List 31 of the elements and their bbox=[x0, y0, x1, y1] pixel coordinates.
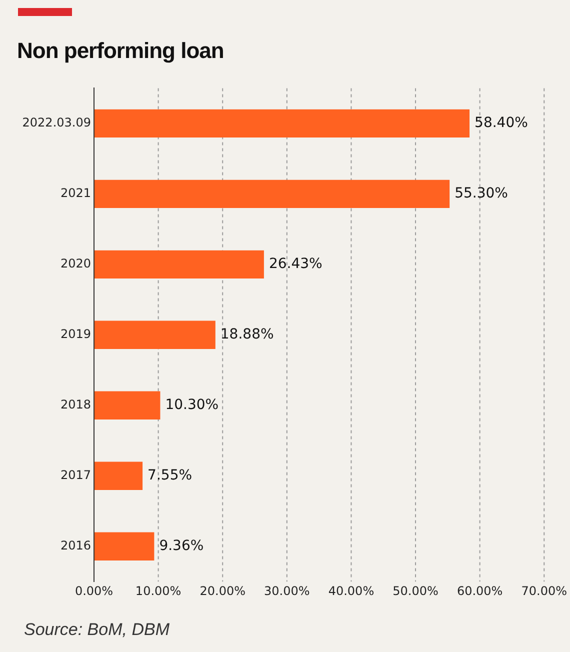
y-tick-label: 2020 bbox=[60, 256, 91, 271]
x-tick-label: 30.00% bbox=[264, 584, 310, 598]
data-label: 26.43% bbox=[268, 256, 322, 272]
bar bbox=[94, 462, 143, 490]
y-tick-label: 2016 bbox=[60, 538, 91, 552]
bar bbox=[94, 109, 470, 138]
x-tick-label: 10.00% bbox=[135, 584, 182, 598]
data-label: 10.30% bbox=[165, 397, 219, 414]
y-tick-label: 2021 bbox=[60, 186, 91, 200]
x-tick-label: 70.00% bbox=[521, 584, 568, 598]
x-tick-label: 40.00% bbox=[328, 584, 374, 598]
x-tick-label: 20.00% bbox=[200, 584, 246, 598]
y-tick-label: 2017 bbox=[60, 468, 91, 482]
bar bbox=[94, 180, 450, 208]
data-label: 58.40% bbox=[474, 115, 528, 132]
x-tick-label: 0.00% bbox=[74, 584, 114, 598]
data-label: 7.55% bbox=[148, 468, 192, 484]
bar bbox=[94, 250, 264, 279]
x-tick-label: 50.00% bbox=[392, 584, 438, 598]
x-tick-label: 60.00% bbox=[456, 584, 503, 598]
y-tick-label: 2018 bbox=[60, 398, 91, 412]
data-label: 55.30% bbox=[454, 186, 508, 202]
data-label: 9.36% bbox=[159, 538, 204, 554]
y-tick-label: 2019 bbox=[60, 327, 91, 342]
bar bbox=[94, 320, 216, 349]
data-label: 18.88% bbox=[220, 326, 274, 343]
source-note: Source: BoM, DBM bbox=[24, 620, 170, 640]
chart-title: Non performing loan bbox=[17, 38, 224, 64]
bar bbox=[94, 391, 160, 420]
y-tick-label: 2022.03.09 bbox=[22, 116, 91, 130]
bar bbox=[94, 532, 154, 560]
